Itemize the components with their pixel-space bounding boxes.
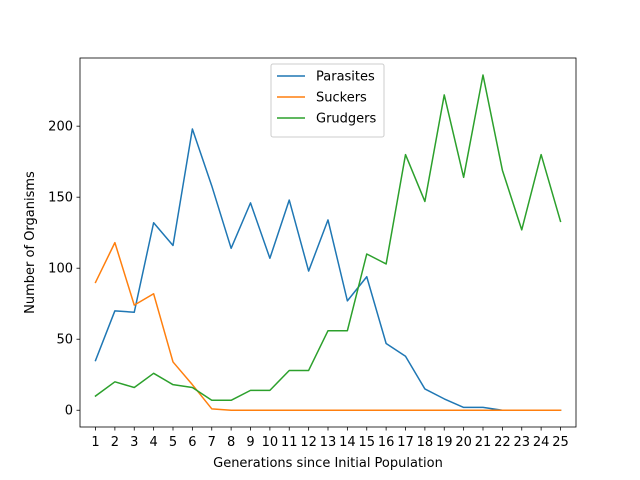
x-tick-label: 21 bbox=[475, 435, 492, 450]
y-axis: 0 50 100 150 200 bbox=[48, 120, 80, 419]
x-tick-label: 4 bbox=[149, 435, 157, 450]
y-tick-label: 200 bbox=[48, 120, 73, 135]
legend-label-suckers: Suckers bbox=[316, 91, 367, 106]
x-tick-label: 7 bbox=[208, 435, 216, 450]
x-tick-label: 16 bbox=[378, 435, 395, 450]
x-tick-label: 15 bbox=[358, 435, 375, 450]
legend-label-parasites: Parasites bbox=[316, 70, 375, 85]
legend: Parasites Suckers Grudgers bbox=[270, 63, 385, 138]
x-tick-label: 10 bbox=[262, 435, 279, 450]
x-tick-label: 22 bbox=[494, 435, 511, 450]
series-line-suckers bbox=[94, 241, 562, 411]
x-tick-label: 11 bbox=[281, 435, 298, 450]
x-tick-label: 17 bbox=[397, 435, 414, 450]
legend-label-grudgers: Grudgers bbox=[316, 112, 377, 127]
x-tick-label: 1 bbox=[91, 435, 99, 450]
x-tick-label: 8 bbox=[227, 435, 235, 450]
x-tick-label: 14 bbox=[339, 435, 356, 450]
x-tick-label: 25 bbox=[552, 435, 569, 450]
y-tick-label: 50 bbox=[56, 333, 73, 348]
x-tick-label: 3 bbox=[130, 435, 138, 450]
x-tick-label: 18 bbox=[417, 435, 434, 450]
x-axis: 1 2 3 4 5 6 7 8 9 10 11 12 13 14 15 16 17 18 19 20 21 22 23 24 2… bbox=[91, 427, 569, 450]
series-layer bbox=[94, 74, 562, 411]
x-tick-label: 5 bbox=[169, 435, 177, 450]
series-line-parasites bbox=[94, 128, 562, 411]
y-tick-label: 150 bbox=[48, 191, 73, 206]
y-tick-label: 100 bbox=[48, 262, 73, 277]
x-tick-label: 2 bbox=[111, 435, 119, 450]
y-axis-title: Number of Organisms bbox=[23, 171, 38, 314]
x-tick-label: 19 bbox=[436, 435, 453, 450]
x-tick-label: 6 bbox=[188, 435, 196, 450]
x-axis-title: Generations since Initial Population bbox=[213, 456, 443, 471]
x-tick-label: 20 bbox=[455, 435, 472, 450]
x-tick-label: 23 bbox=[513, 435, 530, 450]
y-tick-label: 0 bbox=[65, 404, 73, 419]
x-tick-label: 13 bbox=[320, 435, 337, 450]
x-tick-label: 12 bbox=[300, 435, 317, 450]
series-line-grudgers bbox=[94, 74, 562, 402]
x-tick-label: 9 bbox=[246, 435, 254, 450]
x-tick-label: 24 bbox=[533, 435, 550, 450]
